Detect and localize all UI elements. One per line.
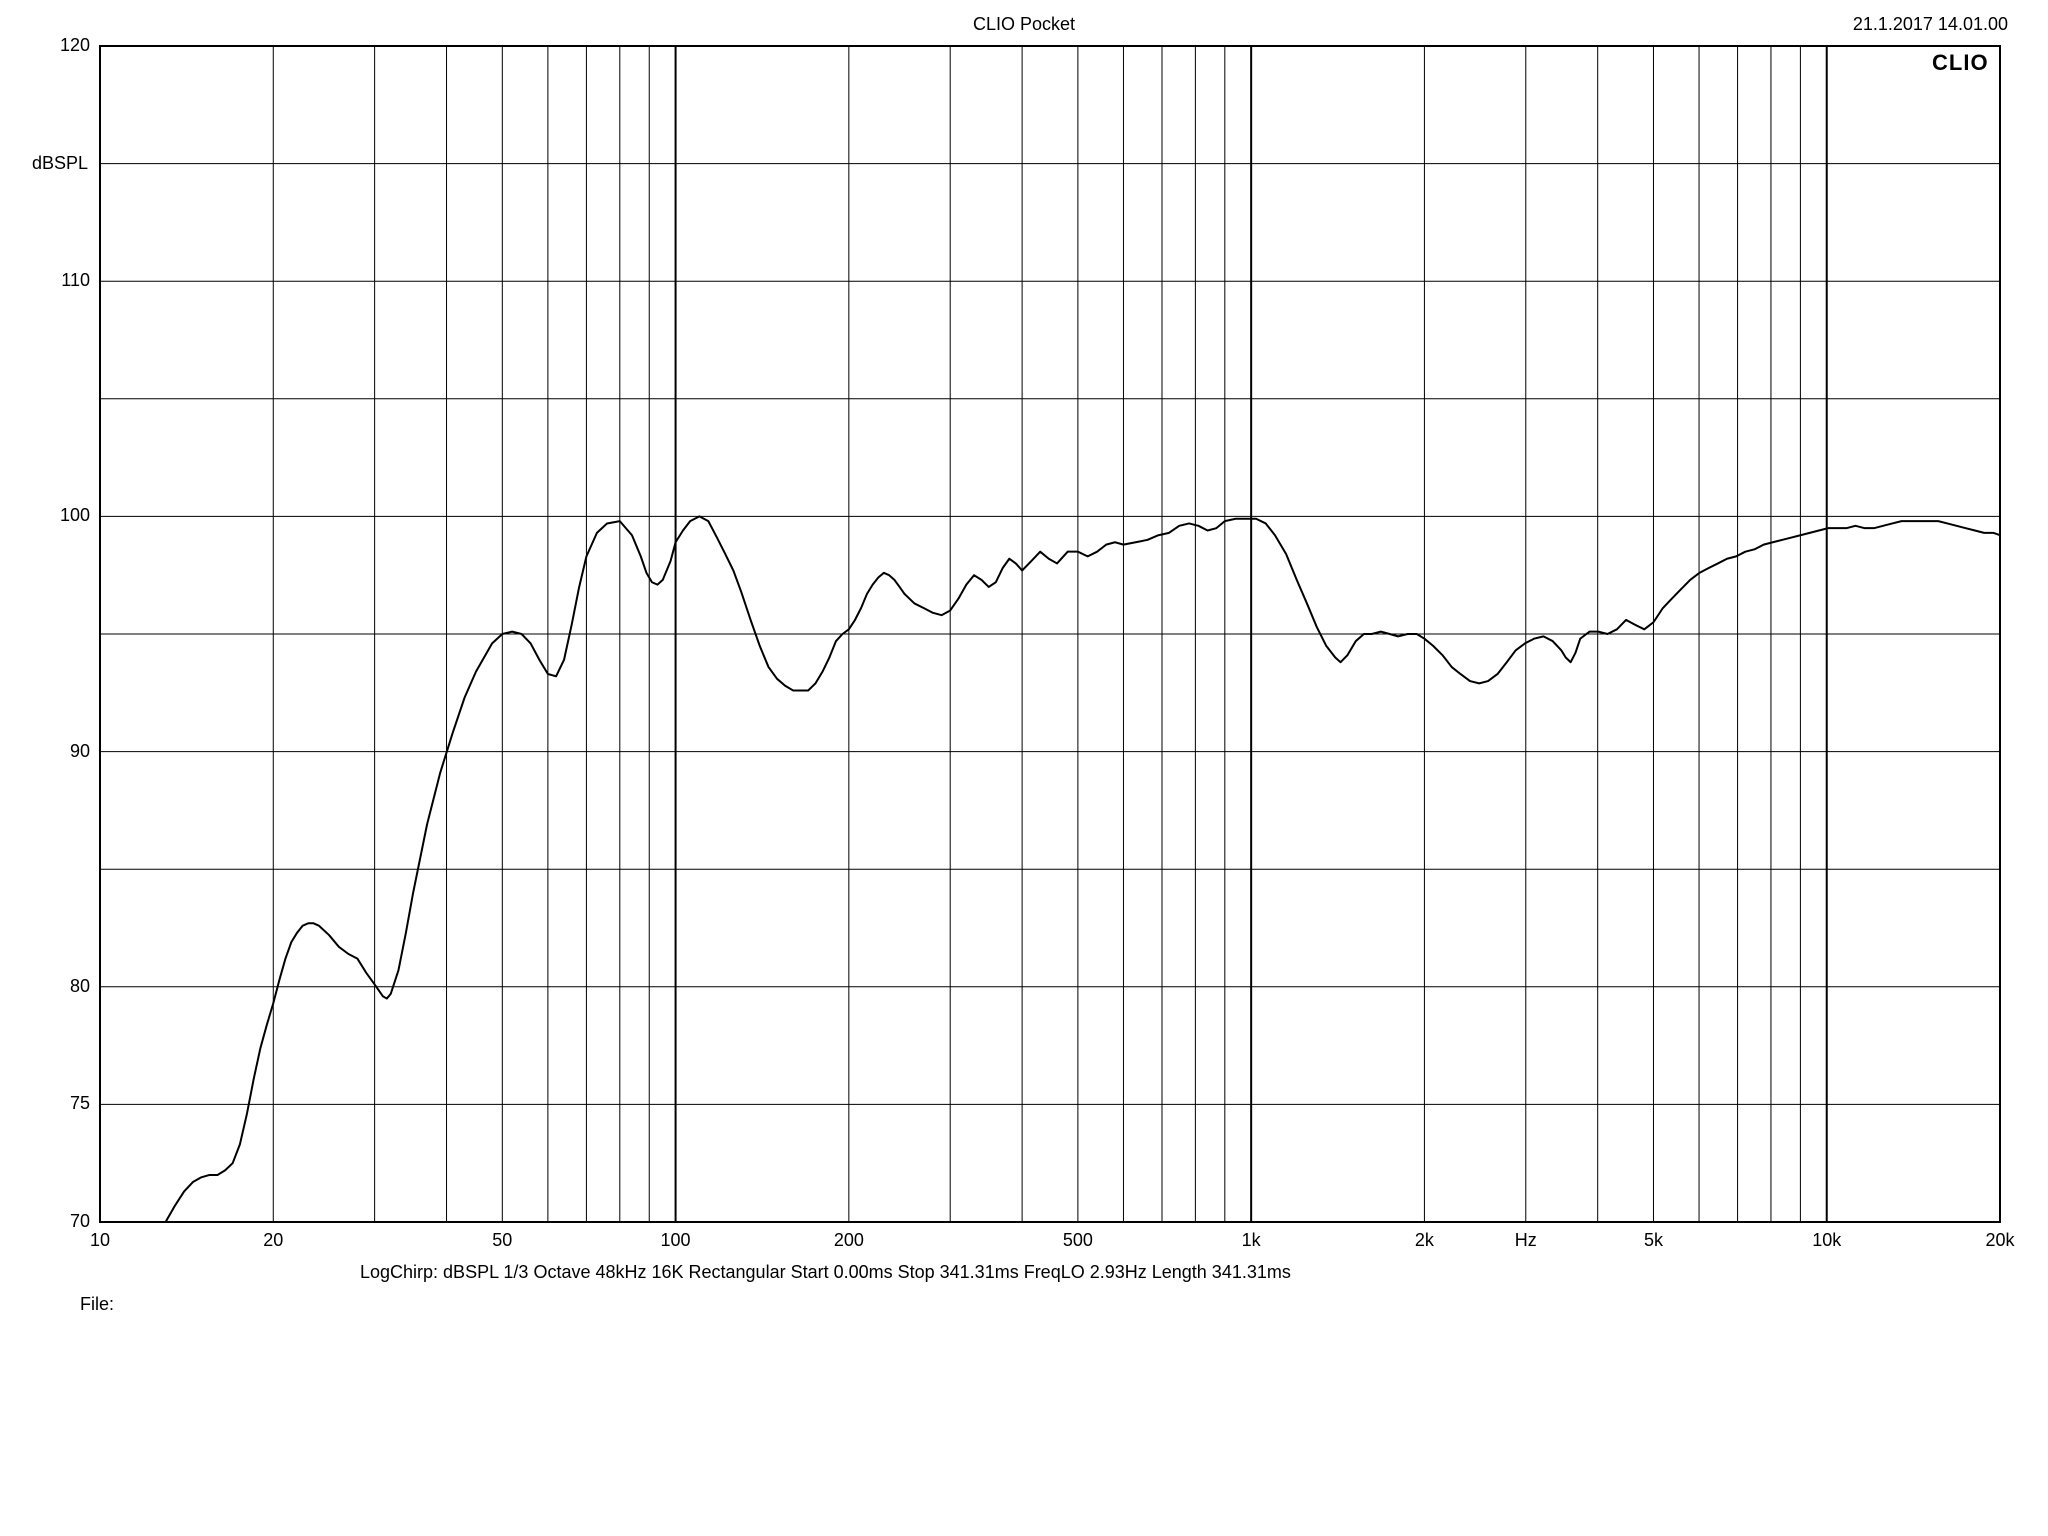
y-axis-unit-label: dBSPL (8, 153, 88, 174)
y-tick-label: 120 (30, 35, 90, 56)
x-tick-label: 100 (661, 1230, 691, 1251)
clio-logo: CLIO (1932, 50, 1989, 76)
frequency-response-plot (0, 0, 2040, 1262)
y-tick-label: 90 (30, 741, 90, 762)
footer-params: LogChirp: dBSPL 1/3 Octave 48kHz 16K Rec… (360, 1262, 1291, 1283)
x-tick-label: 1k (1242, 1230, 1261, 1251)
x-tick-label: 200 (834, 1230, 864, 1251)
y-tick-label: 70 (30, 1211, 90, 1232)
y-tick-label: 75 (30, 1093, 90, 1114)
y-tick-label: 80 (30, 976, 90, 997)
x-tick-label: 10 (90, 1230, 110, 1251)
x-tick-label: 5k (1644, 1230, 1663, 1251)
x-tick-label: 20 (263, 1230, 283, 1251)
x-tick-label: 20k (1985, 1230, 2014, 1251)
x-tick-label: Hz (1515, 1230, 1537, 1251)
x-tick-label: 50 (492, 1230, 512, 1251)
x-tick-label: 10k (1812, 1230, 1841, 1251)
x-tick-label: 500 (1063, 1230, 1093, 1251)
y-tick-label: 100 (30, 505, 90, 526)
clio-chart-page: { "header": { "title": "CLIO Pocket", "t… (0, 0, 2048, 1536)
footer-file-label: File: (80, 1294, 114, 1315)
y-tick-label: 110 (30, 270, 90, 291)
x-tick-label: 2k (1415, 1230, 1434, 1251)
